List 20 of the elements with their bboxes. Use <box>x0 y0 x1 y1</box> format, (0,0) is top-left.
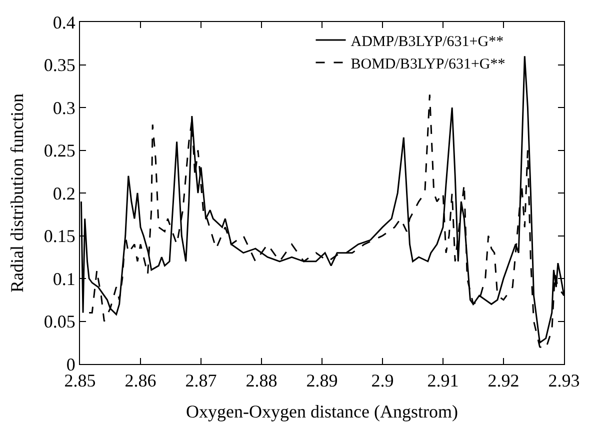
x-tick-label: 2.88 <box>246 370 278 391</box>
y-axis-title: Radial distribution function <box>7 94 28 292</box>
x-tick-label: 2.91 <box>427 370 459 391</box>
x-tick-label: 2.86 <box>124 370 156 391</box>
y-tick-label: 0.05 <box>44 312 76 332</box>
legend-label: BOMD/B3LYP/631+G** <box>350 56 506 72</box>
x-tick-label: 2.92 <box>488 370 520 391</box>
x-tick-label: 2.87 <box>185 370 217 391</box>
x-axis-title: Oxygen-Oxygen distance (Angstrom) <box>186 402 458 422</box>
legend-label: ADMP/B3LYP/631+G** <box>350 34 504 50</box>
y-tick-label: 0.35 <box>44 55 76 76</box>
y-tick-label: 0.1 <box>52 268 76 289</box>
y-tick-label: 0.25 <box>44 140 76 161</box>
x-tick-label: 2.9 <box>371 370 394 391</box>
y-tick-label: 0.4 <box>52 12 76 32</box>
x-tick-label: 2.93 <box>548 370 580 391</box>
y-tick-label: 0.15 <box>44 226 76 246</box>
x-tick-label: 2.89 <box>306 370 338 391</box>
y-tick-label: 0.2 <box>52 183 76 204</box>
y-tick-label: 0.3 <box>52 98 76 118</box>
